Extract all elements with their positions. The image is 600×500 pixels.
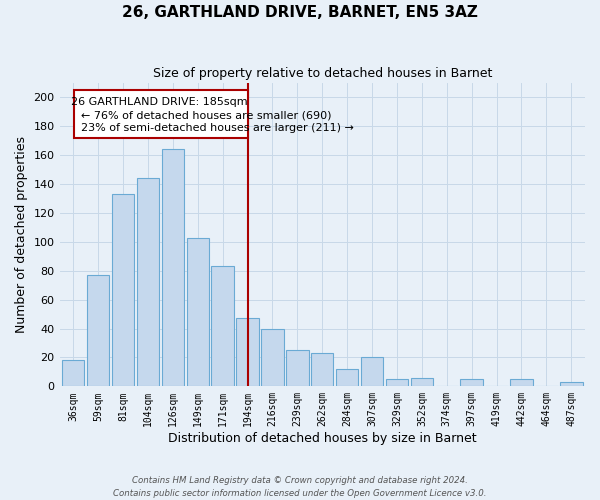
Bar bbox=[137, 178, 159, 386]
Bar bbox=[286, 350, 308, 387]
Bar bbox=[361, 358, 383, 386]
Bar bbox=[112, 194, 134, 386]
Bar bbox=[74, 90, 248, 138]
X-axis label: Distribution of detached houses by size in Barnet: Distribution of detached houses by size … bbox=[168, 432, 476, 445]
Bar bbox=[510, 379, 533, 386]
Bar bbox=[211, 266, 234, 386]
Text: 26 GARTHLAND DRIVE: 185sqm: 26 GARTHLAND DRIVE: 185sqm bbox=[71, 98, 247, 108]
Bar bbox=[386, 379, 408, 386]
Text: ← 76% of detached houses are smaller (690): ← 76% of detached houses are smaller (69… bbox=[81, 110, 331, 120]
Bar bbox=[311, 353, 334, 386]
Bar bbox=[261, 328, 284, 386]
Bar bbox=[336, 369, 358, 386]
Title: Size of property relative to detached houses in Barnet: Size of property relative to detached ho… bbox=[152, 68, 492, 80]
Text: Contains HM Land Registry data © Crown copyright and database right 2024.
Contai: Contains HM Land Registry data © Crown c… bbox=[113, 476, 487, 498]
Text: 26, GARTHLAND DRIVE, BARNET, EN5 3AZ: 26, GARTHLAND DRIVE, BARNET, EN5 3AZ bbox=[122, 5, 478, 20]
Text: 23% of semi-detached houses are larger (211) →: 23% of semi-detached houses are larger (… bbox=[81, 124, 353, 134]
Bar bbox=[187, 238, 209, 386]
Bar bbox=[236, 318, 259, 386]
Bar bbox=[62, 360, 85, 386]
Bar bbox=[87, 275, 109, 386]
Bar bbox=[410, 378, 433, 386]
Bar bbox=[560, 382, 583, 386]
Bar bbox=[161, 150, 184, 386]
Y-axis label: Number of detached properties: Number of detached properties bbox=[15, 136, 28, 333]
Bar bbox=[460, 379, 483, 386]
